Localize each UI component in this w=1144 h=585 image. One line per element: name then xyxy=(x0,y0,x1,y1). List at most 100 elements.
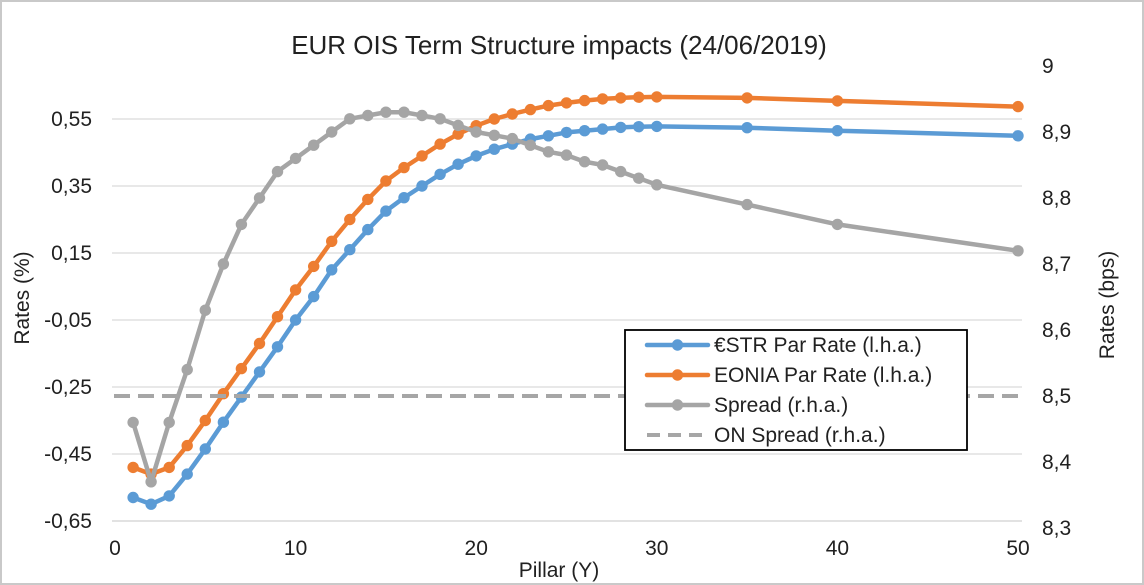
data-point-marker xyxy=(452,158,464,170)
data-point-marker xyxy=(217,258,230,270)
legend-entry: EONIA Par Rate (l.h.a.) xyxy=(644,364,932,387)
gridlines xyxy=(112,118,1022,522)
data-point-marker xyxy=(199,443,211,455)
data-point-marker xyxy=(398,161,410,174)
data-point-marker xyxy=(434,138,446,150)
data-point-marker xyxy=(542,99,555,112)
left-axis-tick-label: -0,05 xyxy=(44,309,92,332)
series-estr xyxy=(127,120,1024,510)
data-point-marker xyxy=(1012,245,1024,257)
data-point-marker xyxy=(470,150,482,162)
data-point-marker xyxy=(560,97,573,109)
data-point-marker xyxy=(362,223,374,236)
data-point-marker xyxy=(741,92,753,104)
axis-tick-labels: 0,55 0,35 0,15 -0,05 -0,25 -0,45 -0,65 9 8,9 8,8 8… xyxy=(44,55,1071,560)
data-point-marker xyxy=(506,132,518,145)
data-point-marker xyxy=(416,180,428,192)
legend-marker-sample xyxy=(671,399,684,411)
left-axis-tick-label: 0,15 xyxy=(51,242,92,265)
data-point-marker xyxy=(380,205,392,217)
data-point-marker xyxy=(271,165,284,178)
legend-entry-label: Spread (r.h.a.) xyxy=(714,394,848,417)
data-point-marker xyxy=(416,109,428,122)
legend-box xyxy=(624,329,968,451)
data-point-marker xyxy=(452,119,464,132)
series-eonia xyxy=(127,91,1024,480)
right-axis-tick-label: 8,9 xyxy=(1042,121,1071,144)
data-point-marker xyxy=(615,165,627,178)
right-axis-tick-label: 8,4 xyxy=(1042,451,1072,474)
data-point-marker xyxy=(416,150,428,162)
data-point-marker xyxy=(289,152,302,165)
left-axis-tick-label: 0,55 xyxy=(51,108,92,131)
data-point-marker xyxy=(560,126,573,139)
right-axis-tick-label: 8,8 xyxy=(1042,187,1071,210)
left-axis-tick-label: -0,25 xyxy=(44,376,92,399)
data-point-marker xyxy=(542,146,555,158)
right-axis-tick-label: 8,7 xyxy=(1042,253,1071,276)
left-axis-tick-label: 0,35 xyxy=(51,175,92,198)
data-point-marker xyxy=(344,244,356,256)
data-point-marker xyxy=(163,461,175,474)
data-point-marker xyxy=(741,122,753,134)
chart-title: EUR OIS Term Structure impacts (24/06/20… xyxy=(291,30,827,60)
data-point-marker xyxy=(199,304,211,316)
data-point-marker xyxy=(253,337,266,350)
legend: €STR Par Rate (l.h.a.) EONIA Par Rate (l.… xyxy=(624,329,968,451)
data-point-marker xyxy=(578,125,591,137)
data-point-marker xyxy=(651,179,663,191)
x-axis-tick-label: 30 xyxy=(645,537,668,560)
data-point-marker xyxy=(831,95,844,107)
x-axis-tick-label: 10 xyxy=(284,537,307,560)
legend-entry-label: €STR Par Rate (l.h.a.) xyxy=(714,334,922,357)
legend-marker-sample xyxy=(671,339,684,351)
left-axis-title: Rates (%) xyxy=(11,251,34,344)
data-point-marker xyxy=(308,290,320,303)
data-point-marker xyxy=(596,123,609,135)
data-point-marker xyxy=(615,92,627,104)
data-point-marker xyxy=(380,106,392,118)
data-point-marker xyxy=(271,341,284,353)
left-axis-tick-label: -0,65 xyxy=(44,510,92,533)
data-point-marker xyxy=(235,362,248,375)
data-point-marker xyxy=(127,491,139,504)
data-point-marker xyxy=(578,94,591,107)
data-point-marker xyxy=(308,260,320,273)
x-axis-tick-label: 50 xyxy=(1006,537,1029,560)
x-axis-tick-label: 0 xyxy=(109,537,121,560)
data-point-marker xyxy=(741,198,753,211)
series-spread xyxy=(127,106,1024,488)
data-point-marker xyxy=(326,235,338,247)
data-point-marker xyxy=(362,109,374,122)
data-point-marker xyxy=(398,192,410,204)
data-point-marker xyxy=(1012,100,1024,113)
legend-entry: ON Spread (r.h.a.) xyxy=(647,424,886,447)
x-axis-tick-label: 20 xyxy=(465,537,488,560)
data-point-marker xyxy=(326,126,338,138)
data-point-marker xyxy=(524,139,537,151)
legend-marker-sample xyxy=(671,369,684,381)
data-point-marker xyxy=(289,284,302,296)
data-point-marker xyxy=(596,93,609,105)
data-point-marker xyxy=(651,91,663,103)
right-axis-tick-label: 8,3 xyxy=(1042,517,1071,540)
data-point-marker xyxy=(344,113,356,125)
data-point-marker xyxy=(127,461,139,474)
right-axis-tick-label: 8,6 xyxy=(1042,319,1071,342)
data-point-marker xyxy=(217,416,230,428)
data-point-marker xyxy=(362,193,374,206)
data-point-marker xyxy=(145,498,157,510)
data-point-marker xyxy=(560,149,573,161)
data-point-marker xyxy=(1012,130,1024,142)
data-point-marker xyxy=(488,113,500,125)
x-axis-title: Pillar (Y) xyxy=(519,559,600,582)
series-layer xyxy=(114,91,1024,510)
legend-entry: €STR Par Rate (l.h.a.) xyxy=(644,334,922,357)
data-point-marker xyxy=(596,159,609,171)
data-point-marker xyxy=(578,156,591,168)
data-point-marker xyxy=(127,416,139,429)
data-point-marker xyxy=(633,91,645,103)
data-point-marker xyxy=(615,121,627,134)
data-point-marker xyxy=(289,314,302,326)
